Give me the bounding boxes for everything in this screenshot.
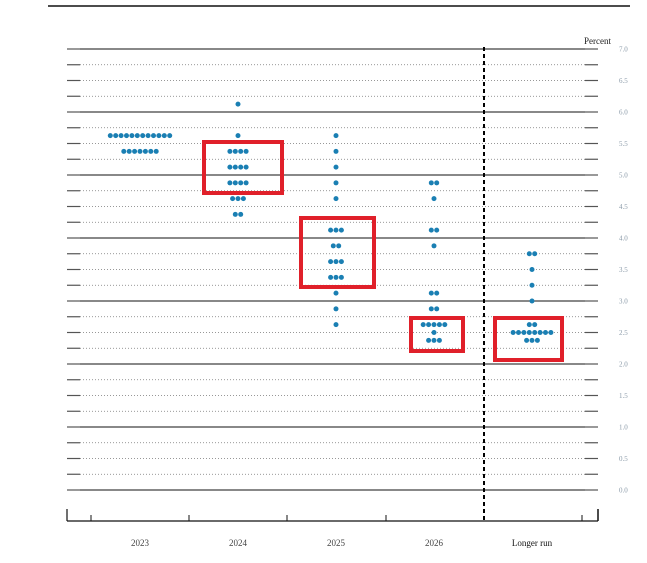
svg-text:1.5: 1.5 xyxy=(619,392,628,400)
svg-text:4.0: 4.0 xyxy=(619,235,628,243)
svg-text:Longer run: Longer run xyxy=(512,538,553,548)
svg-text:2.0: 2.0 xyxy=(619,361,628,369)
y-unit-label: Percent xyxy=(584,36,611,46)
svg-text:5.0: 5.0 xyxy=(619,172,628,180)
svg-text:2.5: 2.5 xyxy=(619,329,628,337)
svg-text:2025: 2025 xyxy=(327,538,346,548)
svg-text:7.0: 7.0 xyxy=(619,46,628,54)
svg-text:3.5: 3.5 xyxy=(619,266,628,274)
dots xyxy=(107,101,554,343)
svg-text:0.5: 0.5 xyxy=(619,455,628,463)
svg-text:5.5: 5.5 xyxy=(619,140,628,148)
svg-text:2026: 2026 xyxy=(425,538,444,548)
highlight-boxes xyxy=(202,140,564,362)
x-axis-labels: 2023 2024 2025 2026 Longer run xyxy=(131,538,553,548)
gridlines xyxy=(67,48,598,491)
svg-text:6.5: 6.5 xyxy=(619,77,628,85)
svg-text:1.0: 1.0 xyxy=(619,424,628,432)
svg-text:2024: 2024 xyxy=(229,538,248,548)
svg-text:4.5: 4.5 xyxy=(619,203,628,211)
svg-text:3.0: 3.0 xyxy=(619,298,628,306)
y-axis-labels: 0.0 0.5 1.0 1.5 2.0 2.5 3.0 3.5 4.0 4.5 5.0 5.5 6.0 6… xyxy=(619,46,628,495)
svg-text:2023: 2023 xyxy=(131,538,150,548)
x-axis xyxy=(66,509,599,522)
svg-text:0.0: 0.0 xyxy=(619,487,628,495)
svg-text:6.0: 6.0 xyxy=(619,109,628,117)
